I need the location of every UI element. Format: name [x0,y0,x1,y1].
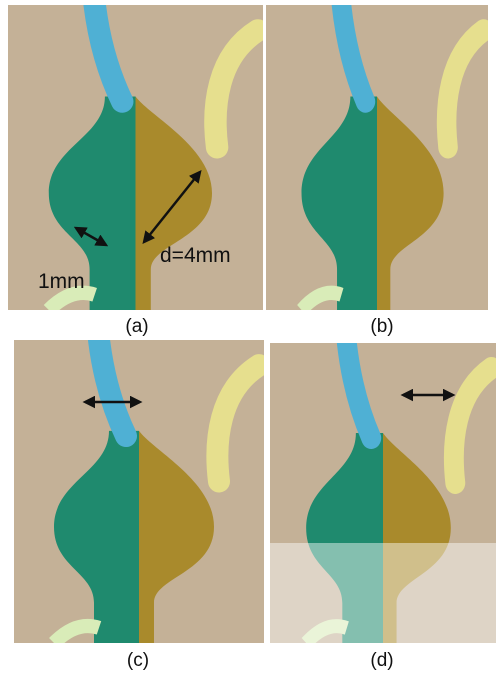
panel-a: 1mm d=4mm (a) [8,5,263,337]
panel-label: (d) [370,650,393,671]
annotation: d=4mm [160,244,231,267]
panel-label: (a) [125,316,148,337]
panel-c: (c) [14,340,264,671]
figure: 1mm d=4mm (a) (b) (c) (d) [0,0,496,671]
panel-b: (b) [266,5,488,337]
panel-label: (c) [127,650,149,671]
annotation: 1mm [38,270,85,293]
photo [270,343,496,643]
photo [266,5,488,310]
photo [14,340,264,643]
panel-d: (d) [270,343,496,671]
panel-label: (b) [370,316,393,337]
